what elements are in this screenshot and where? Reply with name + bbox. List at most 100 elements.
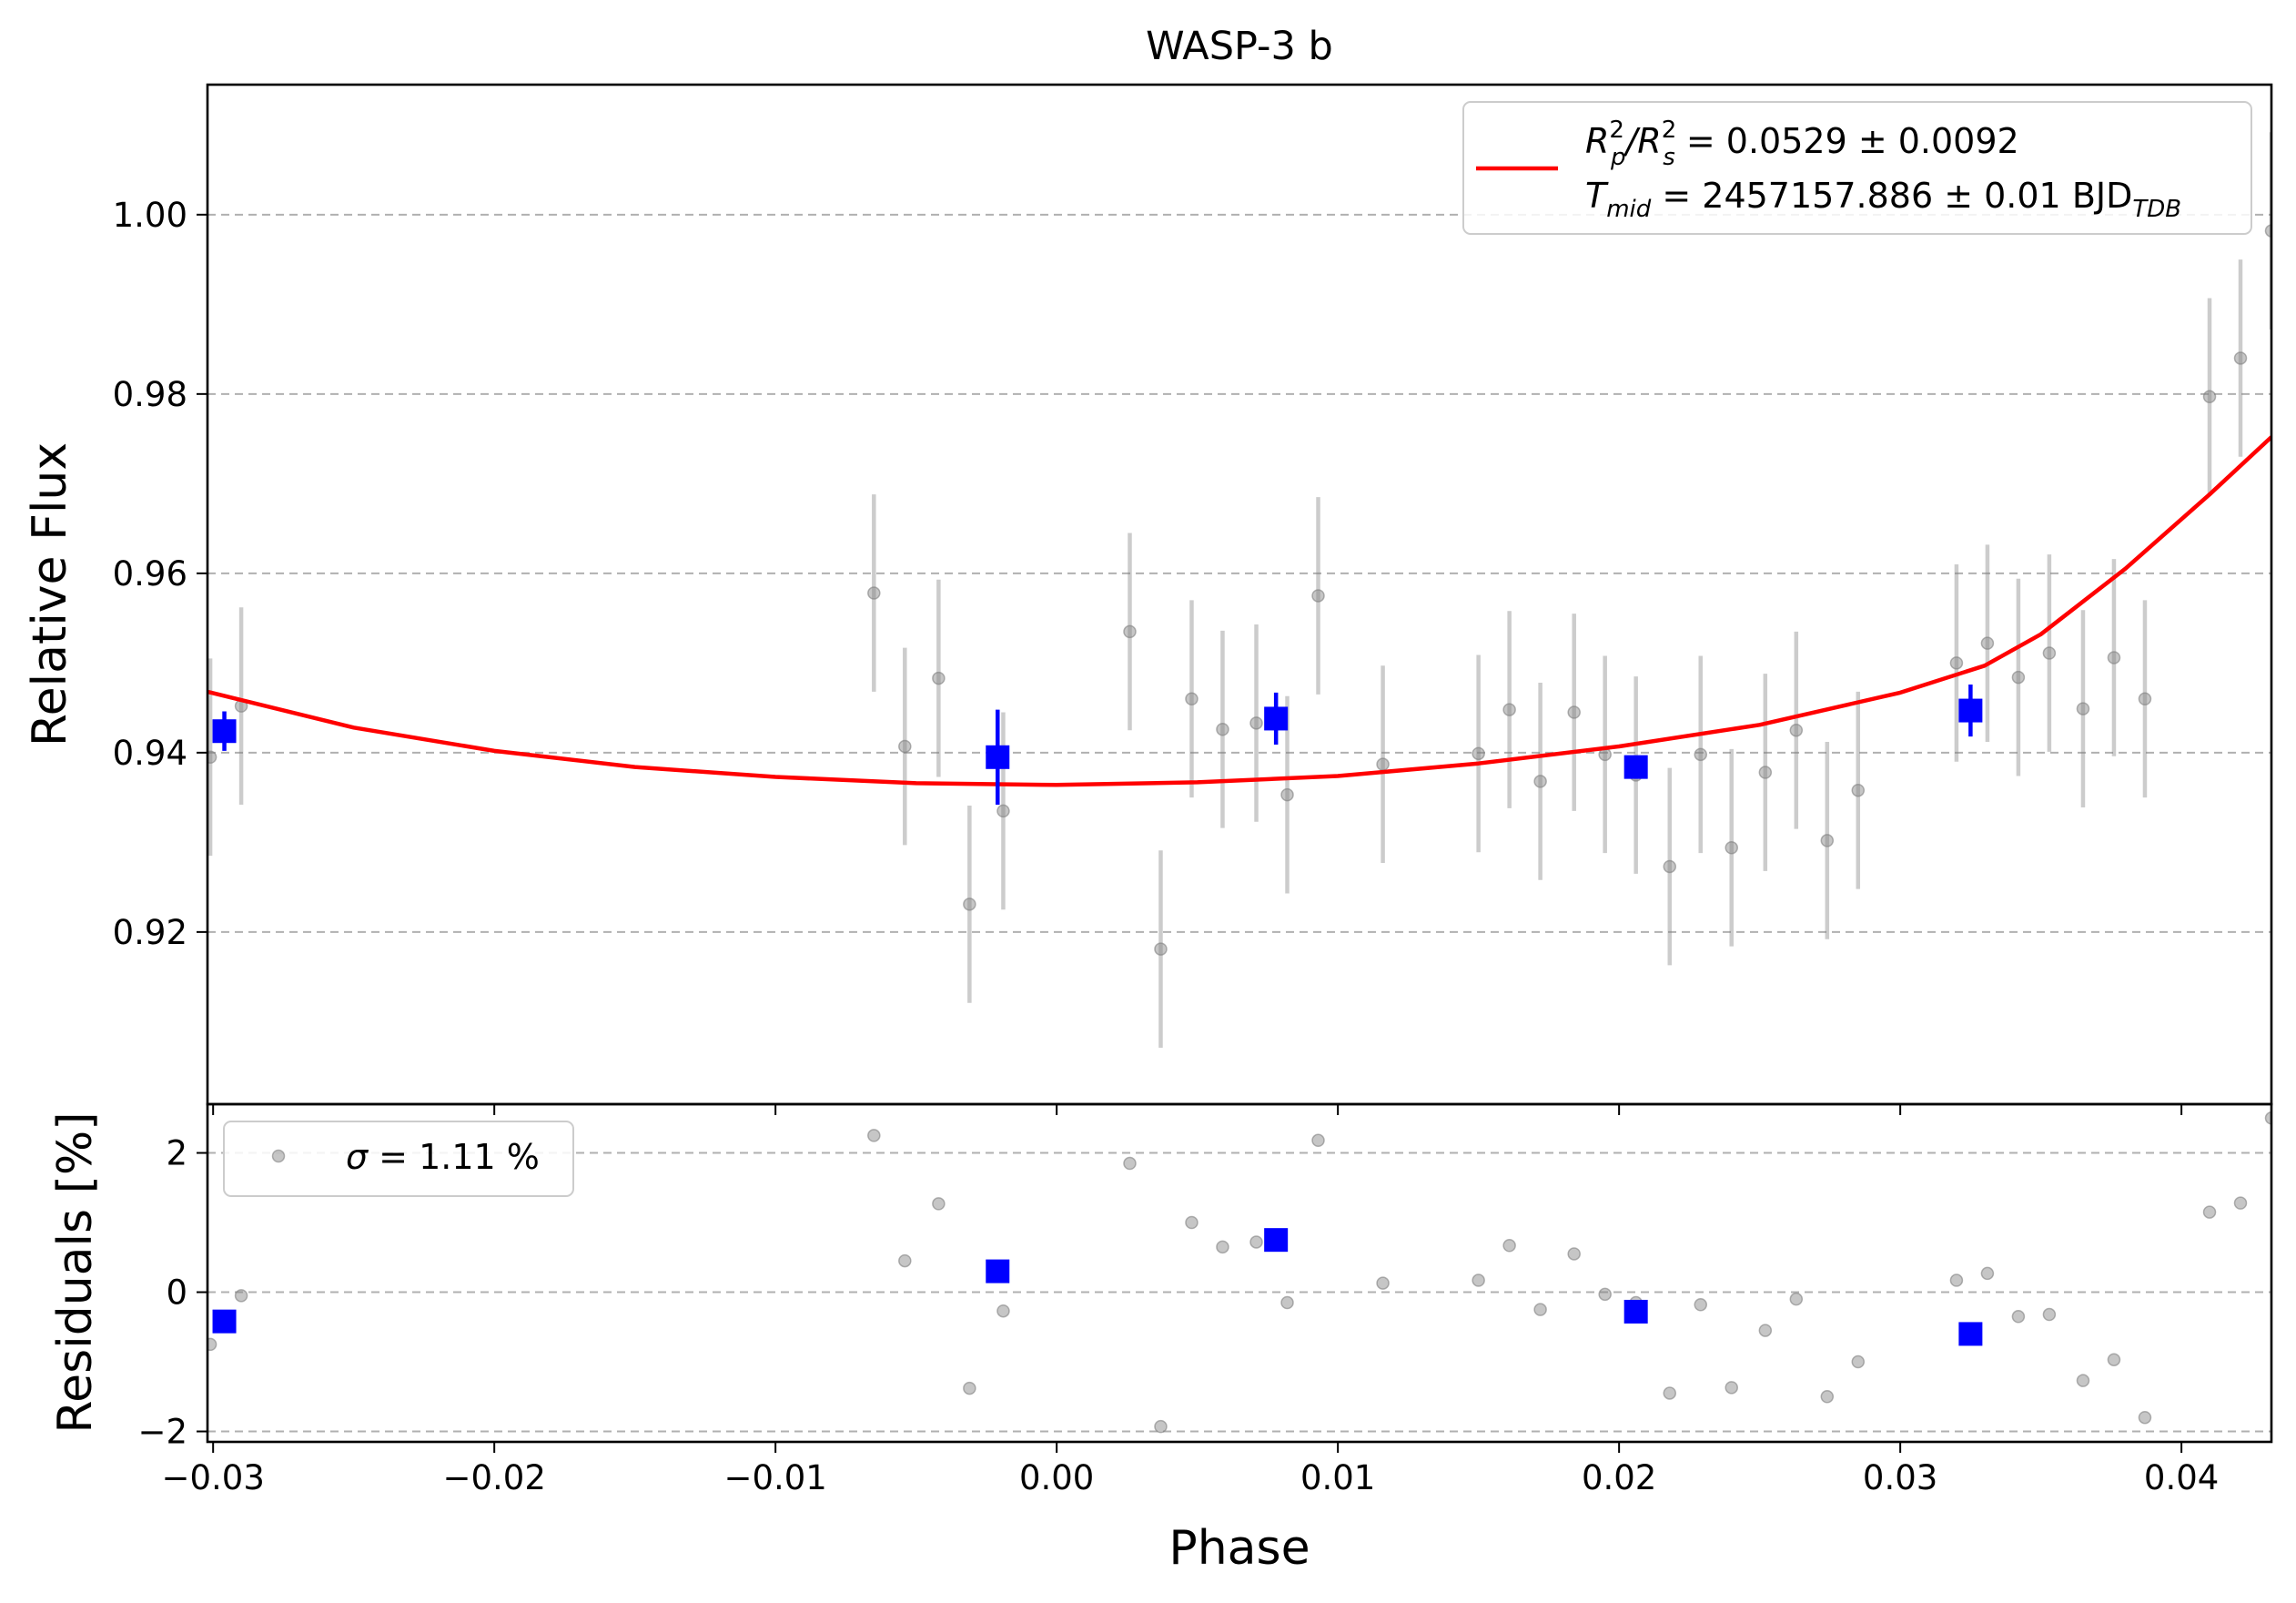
res-raw-point — [2264, 1111, 2271, 1125]
res-raw-point — [1663, 1386, 1677, 1400]
res-raw-point — [867, 1129, 881, 1142]
main-raw-point — [1123, 624, 1137, 639]
main-raw-point — [1789, 723, 1804, 737]
res-x-tick-label: 0.04 — [2144, 1458, 2219, 1497]
legend-tmid-sub: mid — [1606, 196, 1652, 223]
res-raw-point — [1376, 1276, 1390, 1290]
main-raw-point — [867, 586, 881, 600]
main-y-tick-label: 0.96 — [113, 554, 187, 594]
res-binned-point — [1958, 1322, 1983, 1346]
legend-rp-sub: p — [1610, 144, 1626, 171]
res-y-tick-label: −2 — [137, 1413, 187, 1452]
res-y-tick-label: 2 — [166, 1134, 187, 1173]
legend-residual-marker-swatch — [271, 1149, 286, 1163]
main-raw-point — [1980, 636, 1995, 650]
main-raw-point — [1185, 692, 1199, 706]
main-raw-point — [1154, 942, 1168, 956]
res-x-tick-label: 0.01 — [1300, 1458, 1375, 1497]
residual-legend: σ = 1.11 % — [223, 1121, 574, 1197]
main-raw-point — [1567, 705, 1581, 719]
main-raw-point — [2042, 646, 2057, 660]
res-y-tick-label: 0 — [166, 1273, 187, 1313]
main-gridlines — [207, 213, 2271, 933]
res-raw-point — [234, 1289, 248, 1303]
main-raw-point — [2264, 224, 2271, 238]
res-raw-point — [1758, 1324, 1773, 1337]
res-raw-point — [963, 1381, 976, 1395]
res-raw-point — [2042, 1307, 2057, 1322]
main-binned-point — [1958, 698, 1983, 723]
main-data-layer — [207, 132, 2271, 1048]
residual-data-layer — [207, 1111, 2271, 1434]
transit-model-curve — [207, 435, 2271, 787]
res-raw-point — [2107, 1353, 2121, 1366]
main-legend: R2 p/R2 s = 0.0529 ± 0.0092 Tmid = 2457157… — [1462, 101, 2252, 235]
main-y-tick-label: 0.98 — [113, 375, 187, 414]
main-raw-point — [1502, 703, 1516, 716]
res-x-tick-label: 0.00 — [1019, 1458, 1094, 1497]
res-x-tick-label: 0.03 — [1863, 1458, 1937, 1497]
res-raw-point — [1949, 1273, 1964, 1287]
main-raw-point — [898, 739, 912, 754]
res-raw-point — [898, 1253, 912, 1268]
main-raw-point — [2076, 702, 2090, 715]
res-binned-point — [986, 1259, 1010, 1283]
main-raw-point — [1820, 834, 1835, 847]
x-axis-label: Phase — [1168, 1521, 1310, 1576]
legend-rp-symbol: R — [1585, 121, 1609, 161]
legend-tmid-symbol: T — [1585, 176, 1609, 216]
legend-rs-sub: s — [1663, 144, 1675, 171]
res-raw-point — [207, 1337, 217, 1352]
res-raw-point — [1311, 1133, 1325, 1148]
main-legend-box — [1462, 101, 2252, 235]
res-raw-point — [1980, 1266, 1995, 1281]
main-raw-point — [2233, 351, 2248, 365]
res-binned-point — [1623, 1299, 1648, 1324]
legend-sigma-value: = 1.11 % — [368, 1137, 540, 1177]
main-raw-point — [1851, 783, 1866, 797]
main-raw-point — [1533, 775, 1547, 788]
main-raw-point — [1758, 766, 1773, 779]
res-x-tick-label: 0.02 — [1582, 1458, 1656, 1497]
main-raw-point — [932, 671, 946, 685]
main-binned-point — [1264, 706, 1289, 731]
res-raw-point — [1216, 1240, 1229, 1254]
res-x-tick-label: −0.03 — [161, 1458, 264, 1497]
main-axes-frame — [206, 83, 2273, 1106]
main-raw-point — [1376, 757, 1390, 771]
main-binned-point — [212, 719, 237, 744]
main-raw-point — [207, 750, 217, 765]
main-raw-point — [1280, 787, 1294, 802]
res-raw-point — [1533, 1303, 1547, 1316]
res-raw-point — [996, 1304, 1010, 1318]
res-raw-point — [2233, 1196, 2248, 1210]
res-raw-point — [1123, 1156, 1137, 1171]
res-raw-point — [1789, 1292, 1804, 1306]
main-binned-point — [986, 745, 1010, 769]
res-binned-point — [212, 1309, 237, 1334]
res-raw-point — [1694, 1298, 1707, 1312]
res-raw-point — [1185, 1215, 1199, 1230]
res-raw-point — [1598, 1287, 1612, 1302]
res-raw-point — [2076, 1374, 2090, 1387]
res-raw-point — [1472, 1273, 1485, 1287]
legend-rp-sup: 2 — [1609, 117, 1624, 144]
main-raw-point — [2138, 692, 2152, 706]
chart-title: WASP-3 b — [1146, 24, 1333, 69]
residual-y-axis-label: Residuals [%] — [48, 1111, 103, 1433]
main-y-axis-label: Relative Flux — [23, 442, 77, 746]
main-raw-point — [2011, 670, 2026, 685]
res-raw-point — [1280, 1295, 1294, 1310]
main-raw-point — [2202, 390, 2217, 404]
legend-radius-ratio-value: = 0.0529 ± 0.0092 — [1675, 121, 2019, 161]
res-raw-point — [2138, 1410, 2152, 1425]
res-raw-point — [932, 1197, 946, 1211]
main-y-tick-label: 0.94 — [113, 734, 187, 773]
residual-legend-box — [223, 1121, 574, 1197]
legend-sigma-symbol: σ — [346, 1137, 369, 1177]
res-raw-point — [1567, 1247, 1581, 1261]
res-raw-point — [1851, 1354, 1866, 1369]
res-raw-point — [1154, 1419, 1168, 1434]
legend-tmid-value: = 2457157.886 ± 0.01 BJD — [1651, 176, 2132, 216]
res-x-tick-label: −0.02 — [442, 1458, 545, 1497]
